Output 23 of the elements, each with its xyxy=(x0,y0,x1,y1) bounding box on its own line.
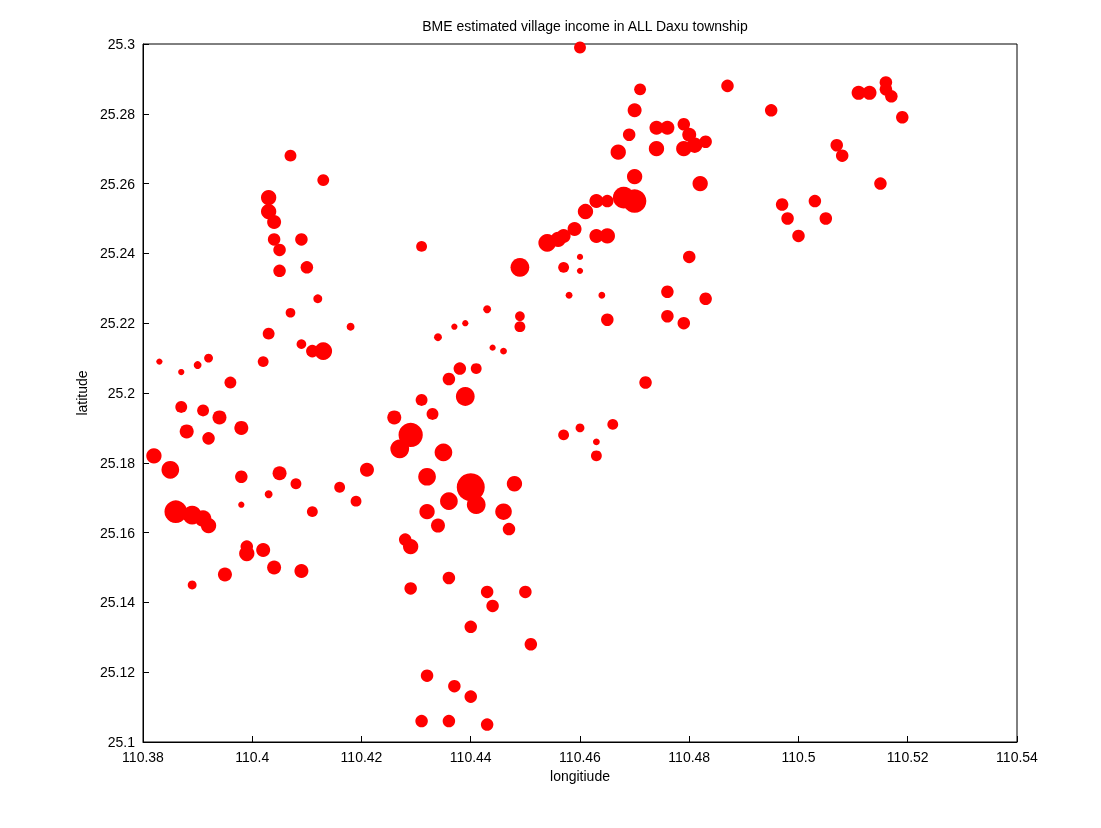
y-tick-label: 25.16 xyxy=(99,524,136,541)
y-tick-label: 25.28 xyxy=(99,105,136,122)
x-tick-label: 110.5 xyxy=(781,749,816,765)
y-tick-label: 25.26 xyxy=(99,175,136,192)
y-tick-label: 25.12 xyxy=(99,664,136,681)
x-tick-label: 110.54 xyxy=(996,749,1039,765)
y-tick-label: 25.3 xyxy=(107,36,136,52)
x-tick-label: 110.46 xyxy=(559,749,602,765)
y-axis-title: latitude xyxy=(74,370,91,416)
y-tick-label: 25.1 xyxy=(107,734,136,750)
y-tick-label: 25.18 xyxy=(99,454,136,471)
x-tick-label: 110.44 xyxy=(449,749,492,765)
x-tick-label: 110.38 xyxy=(122,749,165,765)
x-axis-title: longitiude xyxy=(550,767,611,784)
y-tick-label: 25.14 xyxy=(99,594,136,611)
chart-title: BME estimated village income in ALL Daxu township xyxy=(422,18,748,34)
x-tick-label: 110.42 xyxy=(340,749,383,765)
x-tick-label: 110.4 xyxy=(235,749,270,765)
y-tick-label: 25.2 xyxy=(107,385,136,401)
x-tick-label: 110.52 xyxy=(886,749,929,765)
y-tick-label: 25.24 xyxy=(99,245,136,262)
x-tick-label: 110.48 xyxy=(668,749,711,765)
y-tick-label: 25.22 xyxy=(99,315,136,332)
